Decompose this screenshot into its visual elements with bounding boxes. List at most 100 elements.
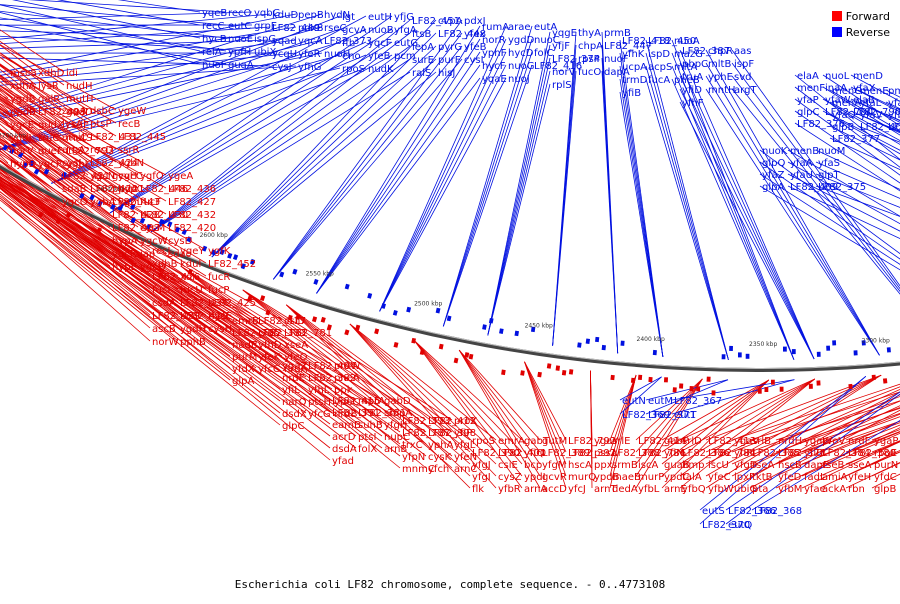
gene-label: hscB — [778, 460, 802, 471]
gene-label: yfbL — [638, 484, 660, 495]
gene-label: LF82_790 — [853, 107, 900, 118]
gene-label: nuoC — [534, 35, 560, 46]
gene-label: pphB — [180, 337, 206, 348]
gene-label: nuoH — [324, 49, 350, 60]
gene-label: nupC — [384, 432, 410, 443]
gene-label: arnE — [664, 484, 687, 495]
gene-label: yfad — [332, 456, 354, 467]
gene-label: cysZ — [498, 472, 522, 483]
gene-label: proW — [334, 361, 360, 372]
gene-label: ygcN — [90, 171, 115, 182]
gene-label: mprA — [358, 396, 385, 407]
gene-label: narQ — [282, 397, 307, 408]
gene-label: mntH — [708, 85, 736, 96]
gene-label: murP — [638, 472, 664, 483]
gene-label: nuoG — [508, 61, 535, 72]
gene-glyph — [321, 319, 325, 320]
gene-label: acrD — [332, 432, 356, 443]
gene-label: menD — [853, 71, 883, 82]
gene-label: gcvR — [542, 472, 567, 483]
gene-label: truC — [38, 133, 59, 144]
gene-label: yfgA — [394, 25, 417, 36]
gene-label: LF82_416 — [534, 61, 582, 72]
gene-label: yfeH — [848, 472, 871, 483]
gene-glyph — [407, 309, 411, 310]
gene-label: yfgM — [542, 460, 566, 471]
gene-label: pdxB — [298, 23, 324, 34]
gene-label: yfaS — [818, 158, 840, 169]
gene-label: yfhD — [258, 340, 282, 351]
gene-label: acpS — [648, 62, 672, 73]
gene-glyph — [454, 360, 458, 361]
gene-glyph — [57, 221, 60, 223]
gene-label: yfiB — [804, 448, 823, 459]
gene-glyph — [261, 298, 265, 299]
gene-label: hypB — [10, 159, 36, 170]
gene-label: mutS — [66, 133, 92, 144]
gene-label: ygeA — [168, 171, 193, 182]
gene-glyph — [502, 372, 506, 373]
gene-glyph — [447, 318, 451, 319]
gene-label: glpC — [797, 107, 819, 118]
kbp-tick-label: 2400 kbp — [637, 336, 665, 343]
gene-glyph — [234, 257, 238, 258]
leader-line — [317, 65, 481, 293]
gene-label: purM — [232, 352, 257, 363]
gene-label: nuoM — [818, 146, 845, 157]
gene-label: csdA — [152, 298, 176, 309]
gene-label: yfiQ — [524, 448, 544, 459]
gene-label: suhB — [358, 420, 383, 431]
gene-label: xdhD — [38, 68, 65, 79]
gene-label: yfeN — [454, 452, 477, 463]
gene-label: xseA — [284, 340, 308, 351]
gene-label: rseC — [324, 23, 346, 34]
gene-label: hypC — [118, 184, 144, 195]
gene-label: srmB — [612, 460, 638, 471]
gene-label: purF — [438, 55, 461, 66]
gene-label: ppdB — [10, 107, 36, 118]
gene-label: guaB — [664, 460, 690, 471]
gene-label: recC — [202, 21, 225, 32]
legend-reverse: Reverse — [832, 24, 890, 40]
gene-label: ygfO — [140, 171, 164, 182]
gene-label: ygcP — [38, 159, 62, 170]
gene-label: eutM — [648, 396, 673, 407]
gene-label: flk — [472, 484, 484, 495]
gene-label: proX — [454, 416, 477, 427]
gene-label: folC — [534, 48, 553, 59]
gene-label: hisJ — [438, 68, 455, 79]
gene-label: arnA — [524, 484, 547, 495]
gene-label: fucP — [208, 285, 229, 296]
gene-glyph — [469, 356, 473, 357]
gene-label: LF82_793 — [66, 146, 114, 157]
gene-label: aas — [734, 46, 751, 57]
gene-label: yfiR — [734, 448, 753, 459]
leader-line — [788, 174, 900, 325]
gene-label: ispG — [254, 34, 276, 45]
kbp-tick-label: 2450 kbp — [525, 322, 553, 329]
gene-label: norV — [10, 146, 34, 157]
gene-label: nuoF — [604, 54, 629, 65]
gene-glyph — [266, 312, 270, 313]
gene-label: eutS — [702, 506, 725, 517]
gene-label: glpT — [818, 170, 840, 181]
gene-label: ppx — [594, 460, 613, 471]
gene-label: pepB — [298, 10, 324, 21]
gene-glyph — [569, 372, 573, 373]
gene-label: LF82_373 — [324, 36, 372, 47]
gene-glyph — [562, 373, 566, 374]
gene-label: recO — [228, 8, 252, 19]
gene-label: glpA — [232, 376, 254, 387]
gene-label: recB — [118, 119, 141, 130]
gene-label: guaA — [228, 60, 254, 71]
gene-label: ygbK — [66, 159, 92, 170]
gene-label: hycF — [482, 61, 506, 72]
gene-glyph — [489, 320, 493, 321]
leader-line — [0, 0, 226, 12]
gene-glyph — [515, 333, 519, 334]
leader-line — [816, 174, 900, 308]
gene-label: yfaZ — [762, 170, 785, 181]
gene-label: yqeB — [202, 8, 227, 19]
gene-label: yfaU — [790, 170, 813, 181]
